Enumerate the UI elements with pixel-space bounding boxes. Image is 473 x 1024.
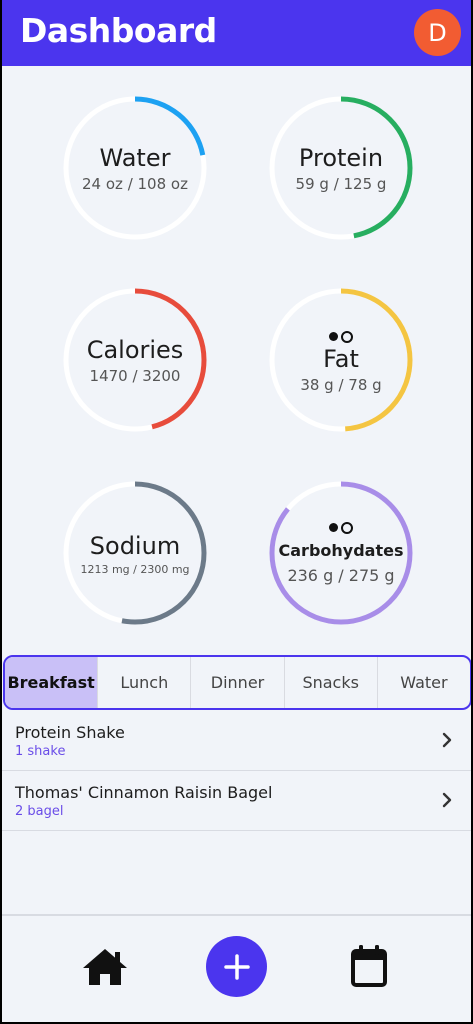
bottom-nav (2, 914, 471, 1022)
toggle-icon[interactable] (329, 521, 353, 534)
food-quantity: 1 shake (15, 744, 66, 759)
list-item[interactable]: Protein Shake 1 shake (2, 711, 471, 771)
food-name: Thomas' Cinnamon Raisin Bagel (15, 783, 273, 802)
ring-value: 38 g / 78 g (300, 375, 382, 394)
calendar-icon[interactable] (350, 944, 388, 988)
app-bar: Dashboard D (2, 0, 471, 66)
tab-dinner[interactable]: Dinner (191, 657, 285, 708)
page-title: Dashboard (20, 11, 217, 50)
tab-water[interactable]: Water (400, 673, 448, 692)
sodium-ring[interactable]: Sodium 1213 mg / 2300 mg (62, 480, 208, 626)
ring-value: 59 g / 125 g (295, 175, 387, 193)
food-quantity: 2 bagel (15, 804, 64, 819)
chevron-right-icon (442, 792, 452, 808)
ring-value: 1470 / 3200 (89, 367, 181, 385)
fat-ring[interactable]: Fat 38 g / 78 g (268, 287, 414, 433)
ring-label: Calories (86, 336, 184, 364)
plus-icon (223, 953, 250, 980)
tab-snacks[interactable]: Snacks (285, 657, 378, 708)
ring-value: 236 g / 275 g (287, 565, 395, 585)
add-button[interactable] (206, 936, 267, 997)
chevron-right-icon (442, 732, 452, 748)
tab-breakfast[interactable]: Breakfast (5, 657, 99, 708)
home-icon[interactable] (82, 948, 128, 986)
ring-label: Fat (323, 344, 359, 373)
ring-label: Sodium (89, 531, 181, 560)
ring-value: 1213 mg / 2300 mg (80, 562, 190, 576)
tab-lunch[interactable]: Lunch (98, 657, 192, 708)
calories-ring[interactable]: Calories 1470 / 3200 (62, 287, 208, 433)
ring-label: Protein (298, 144, 384, 172)
carbohydrates-ring[interactable]: Carbohydates 236 g / 275 g (268, 480, 414, 626)
protein-ring[interactable]: Protein 59 g / 125 g (268, 95, 414, 241)
list-item[interactable]: Thomas' Cinnamon Raisin Bagel 2 bagel (2, 771, 471, 831)
meal-tabs: Breakfast Lunch Dinner Snacks Water (3, 655, 471, 710)
water-ring[interactable]: Water 24 oz / 108 oz (62, 95, 208, 241)
ring-label: Water (99, 144, 171, 172)
ring-label: Carbohydates (278, 540, 404, 560)
ring-value: 24 oz / 108 oz (82, 175, 188, 193)
toggle-icon[interactable] (329, 330, 353, 343)
food-name: Protein Shake (15, 723, 125, 742)
avatar[interactable]: D (414, 9, 461, 56)
